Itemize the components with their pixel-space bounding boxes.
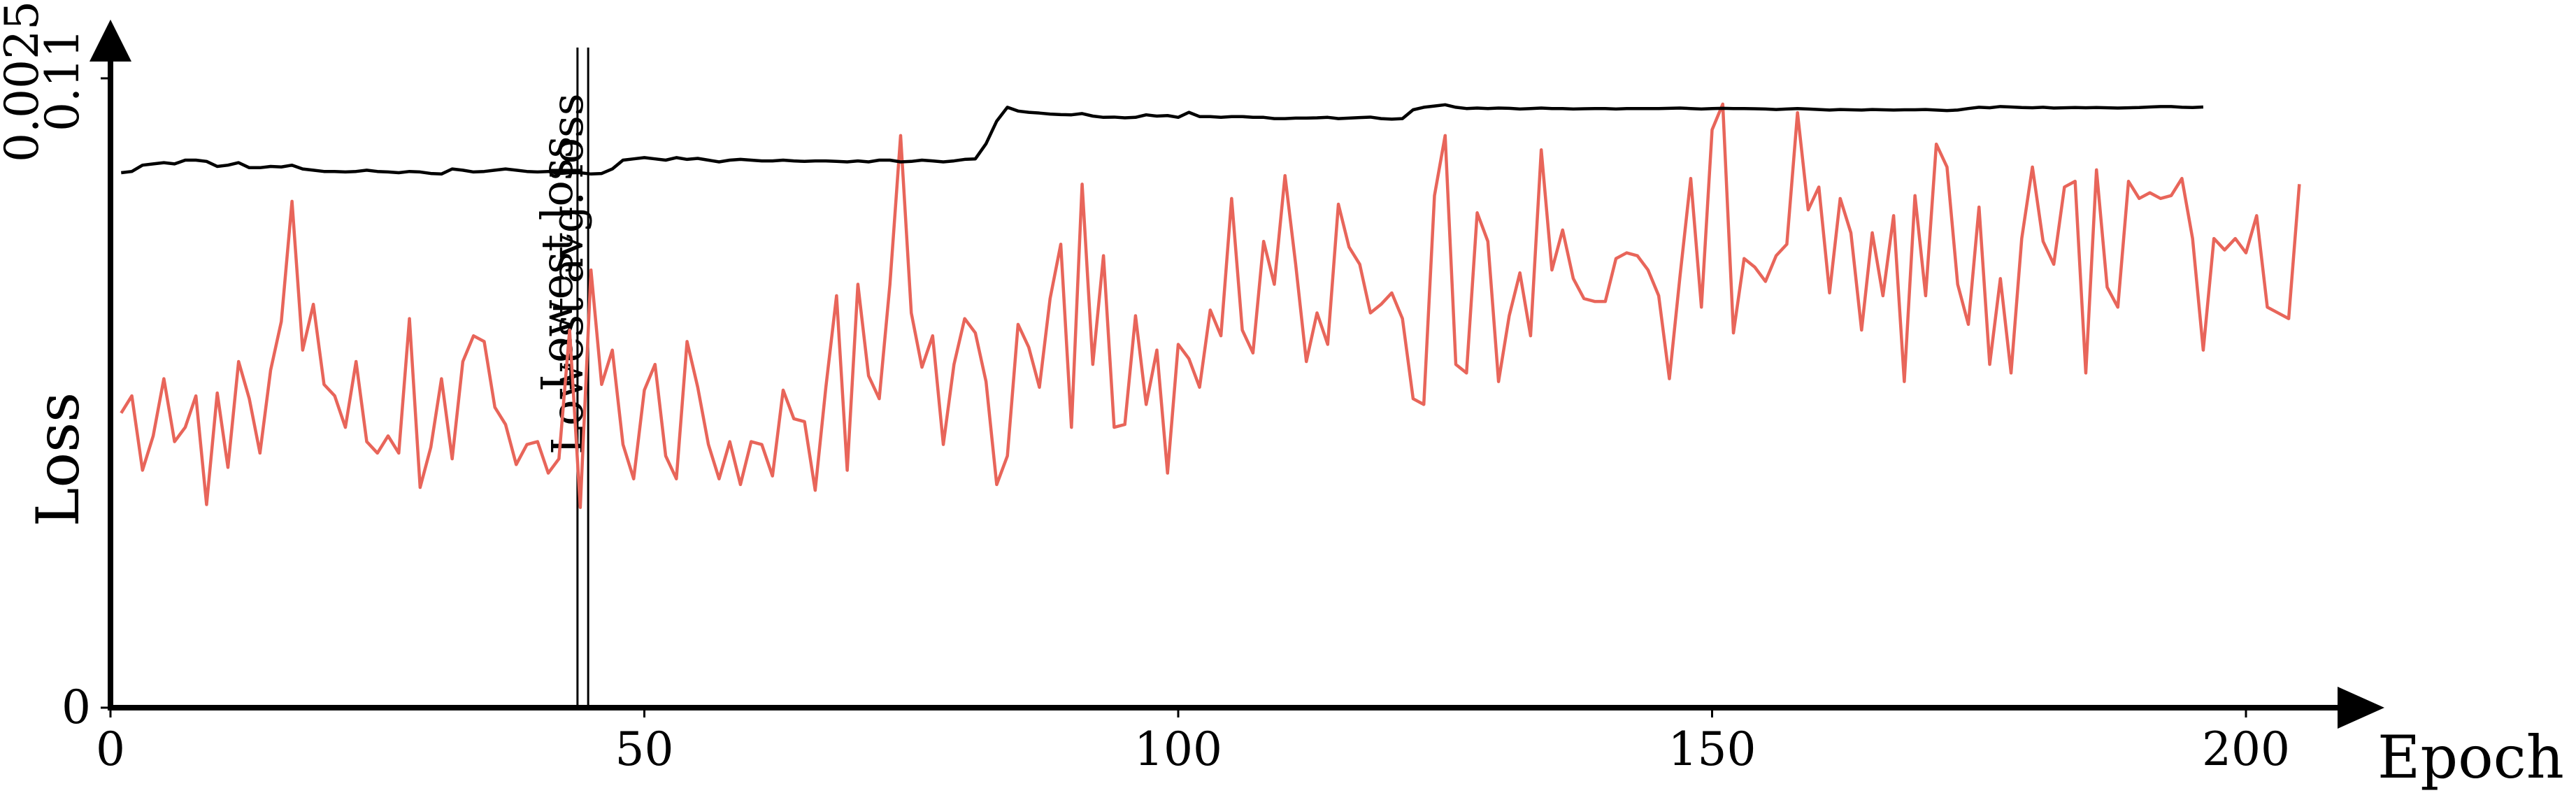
y-tick-zero: 0 [62, 680, 91, 734]
series-layer [120, 102, 2301, 509]
x-tick-label: 100 [1134, 722, 1222, 776]
x-axis-arrowhead [2338, 687, 2384, 729]
y-tick-top-red: 0.11 [36, 29, 90, 131]
y-tick-top-black: 0.0025 [0, 1, 49, 162]
y-axis-arrowhead [90, 20, 131, 62]
loss-series-red-line [120, 102, 2301, 509]
avg-loss-series-black-line [121, 103, 2204, 176]
y-axis-label: Loss [24, 392, 92, 527]
x-tick-label: 150 [1668, 722, 1756, 776]
axes-layer [90, 20, 2384, 729]
tick-layer: 0 50 100 150 200 [96, 77, 2290, 776]
marker-label: Lowest loss [531, 136, 582, 392]
x-tick-label: 0 [96, 722, 125, 776]
x-tick-label: 50 [615, 722, 674, 776]
x-axis-label: Epoch [2377, 723, 2564, 792]
x-tick-label: 200 [2202, 722, 2290, 776]
